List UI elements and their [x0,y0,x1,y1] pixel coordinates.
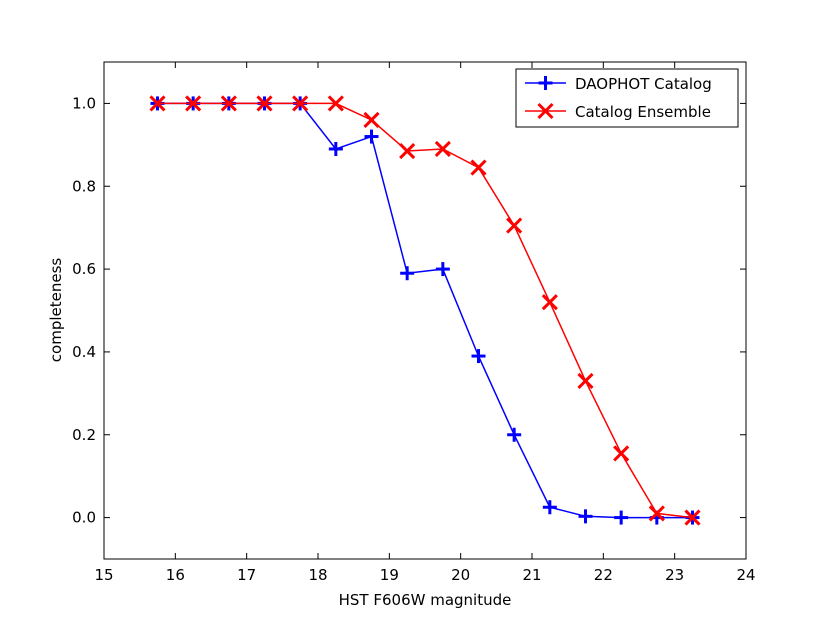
y-tick-label: 0.8 [72,177,96,195]
y-tick-label: 0.0 [72,509,96,527]
legend-entry-ensemble: Catalog Ensemble [525,102,711,121]
legend-marker-glyph [537,102,554,120]
data-point [328,141,343,156]
data-point [542,500,557,515]
y-tick-label: 0.6 [72,260,96,278]
data-point [292,95,309,112]
ticks-layer: 15 16 17 18 19 20 21 22 23 24 0.0 0.2 0.4 0.6 0.8 1.0 [72,62,756,584]
legend-label-daophot: DAOPHOT Catalog [575,75,712,93]
data-point [470,159,487,176]
data-point [435,262,450,277]
plot-frame [103,61,747,560]
legend-marker-daophot [538,76,553,90]
data-point [327,95,344,112]
x-tick-label: 20 [451,566,470,584]
data-point [471,349,486,364]
x-tick-label: 23 [665,566,684,584]
x-tick-label: 18 [308,566,327,584]
x-tick-label: 24 [736,566,755,584]
data-point [507,427,522,442]
y-axis-label: completeness [47,258,65,363]
series-layer [149,95,701,526]
x-tick-label: 16 [166,566,185,584]
data-point [577,372,594,389]
data-point [220,95,237,112]
x-tick-label: 19 [380,566,399,584]
data-point [614,510,629,525]
series-line-0 [157,102,693,519]
data-point [613,445,630,462]
data-point [400,266,415,281]
x-tick-label: 21 [522,566,541,584]
data-point [684,509,701,526]
legend: DAOPHOT Catalog Catalog Ensemble [515,68,739,128]
data-point [541,294,558,311]
data-point [256,95,273,112]
data-point [363,111,380,129]
legend-label-ensemble: Catalog Ensemble [575,103,711,121]
data-point [185,95,202,112]
data-point [399,142,416,160]
data-point [364,129,379,144]
data-point [149,95,166,112]
x-axis-label: HST F606W magnitude [339,591,512,609]
series-line-1 [157,102,693,519]
legend-marker-ensemble [537,102,554,120]
x-tick-label: 22 [594,566,613,584]
data-point [648,505,665,522]
y-tick-label: 0.4 [72,343,96,361]
x-tick-label: 15 [94,566,113,584]
y-tick-label: 1.0 [72,94,96,112]
data-point [434,140,451,158]
legend-marker-glyph [538,76,553,90]
data-point [578,509,593,524]
data-point [506,217,523,234]
legend-entry-daophot: DAOPHOT Catalog [525,75,712,93]
y-tick-label: 0.2 [72,426,96,444]
x-tick-label: 17 [237,566,256,584]
